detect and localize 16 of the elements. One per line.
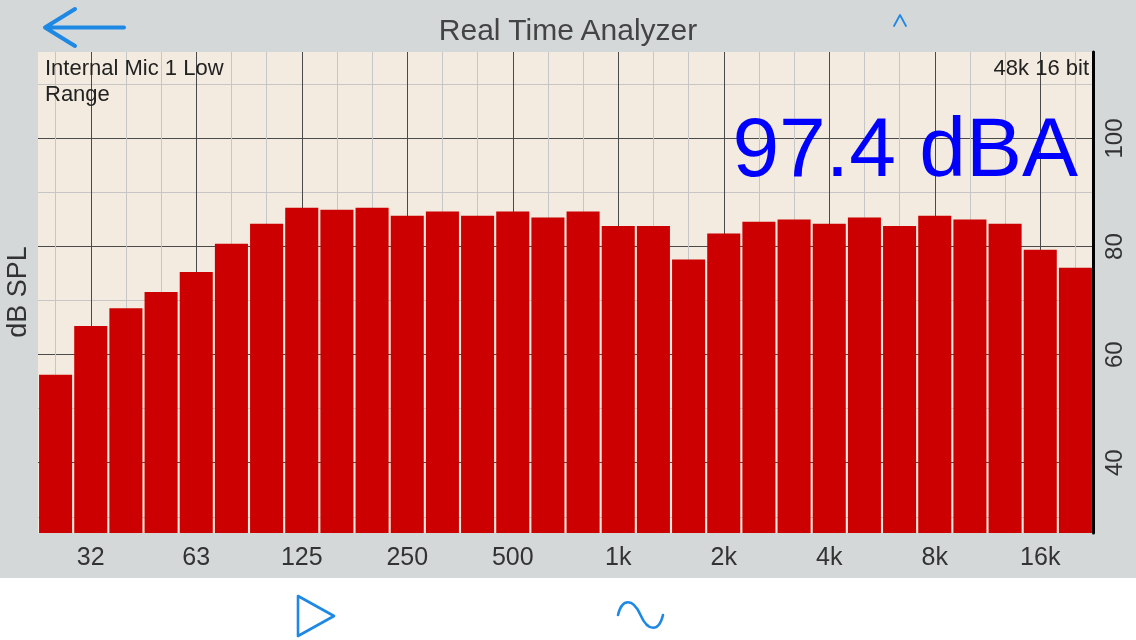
x-tick-label: 500 xyxy=(491,541,534,570)
x-tick-label: 16k xyxy=(1020,541,1061,570)
x-tick-label: 8k xyxy=(921,541,949,570)
chart-title: Real Time Analyzer xyxy=(438,12,698,46)
x-tick-label: 63 xyxy=(182,541,211,570)
x-tick-label: 32 xyxy=(76,541,105,570)
x-tick-label: 125 xyxy=(280,541,323,570)
y-tick-label: 60 xyxy=(1099,341,1127,368)
x-tick-label: 1k xyxy=(605,541,632,570)
x-tick-label: 2k xyxy=(710,541,738,570)
y-tick-label: 80 xyxy=(1099,233,1127,260)
y-axis-title: dB SPL xyxy=(2,246,32,338)
y-tick-label: 40 xyxy=(1099,449,1127,477)
x-tick-label: 4k xyxy=(816,541,843,570)
y-tick-label: 100 xyxy=(1099,118,1127,159)
x-tick-label: 250 xyxy=(386,541,429,570)
